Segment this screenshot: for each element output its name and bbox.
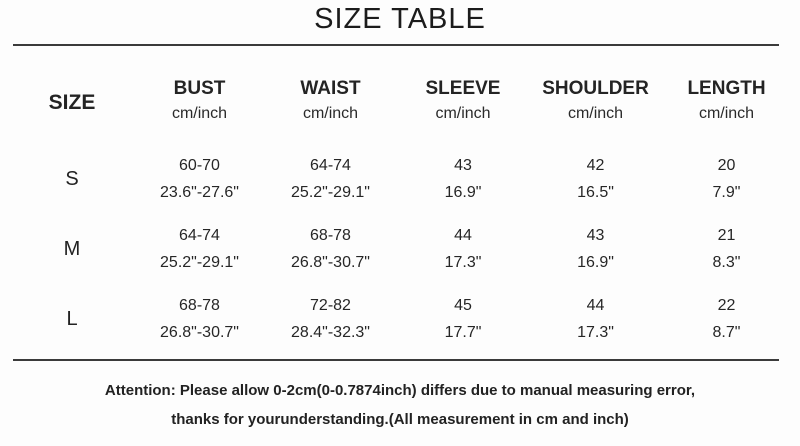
row-l-waist-cell: 72-82 28.4"-32.3" (263, 284, 398, 354)
length-inch-value: 8.7" (712, 324, 741, 341)
row-s-shoulder-cell: 42 16.5" (528, 144, 663, 214)
shoulder-inch-value: 16.5" (577, 184, 614, 201)
column-header-shoulder: SHOULDER cm/inch (528, 72, 663, 144)
waist-cm-value: 68-78 (310, 227, 351, 244)
row-m-waist-cell: 68-78 26.8"-30.7" (263, 214, 398, 284)
shoulder-inch-value: 17.3" (577, 324, 614, 341)
length-cm-value: 21 (717, 227, 736, 244)
attention-note: Attention: Please allow 0-2cm(0-0.7874in… (0, 376, 800, 434)
row-l-sleeve-cell: 45 17.7" (398, 284, 528, 354)
bust-cm-value: 64-74 (179, 227, 220, 244)
column-header-length: LENGTH cm/inch (663, 72, 790, 144)
row-l-bust-cell: 68-78 26.8"-30.7" (136, 284, 263, 354)
column-label-shoulder: SHOULDER (542, 78, 649, 99)
row-m-length-cell: 21 8.3" (663, 214, 790, 284)
sleeve-cm-value: 44 (454, 227, 472, 244)
column-label-waist: WAIST (300, 78, 361, 99)
length-inch-value: 7.9" (712, 184, 741, 201)
size-table: SIZE BUST cm/inch WAIST cm/inch SLEEVE c… (8, 72, 790, 354)
waist-inch-value: 26.8"-30.7" (291, 254, 370, 271)
column-unit-bust: cm/inch (171, 105, 228, 122)
row-s-size-label: S (65, 167, 79, 190)
column-header-waist: WAIST cm/inch (263, 72, 398, 144)
bust-cm-value: 68-78 (179, 297, 220, 314)
attention-note-line1: Attention: Please allow 0-2cm(0-0.7874in… (104, 382, 696, 399)
column-unit-sleeve: cm/inch (435, 105, 491, 122)
row-s-length-cell: 20 7.9" (663, 144, 790, 214)
row-s-sleeve-cell: 43 16.9" (398, 144, 528, 214)
sleeve-inch-value: 17.3" (444, 254, 482, 271)
column-header-bust: BUST cm/inch (136, 72, 263, 144)
row-m-bust-cell: 64-74 25.2"-29.1" (136, 214, 263, 284)
top-divider (13, 44, 779, 46)
column-label-sleeve: SLEEVE (425, 78, 501, 99)
page-title: SIZE TABLE (314, 3, 486, 35)
row-l-size-label: L (66, 307, 78, 330)
row-l-shoulder-cell: 44 17.3" (528, 284, 663, 354)
shoulder-inch-value: 16.9" (577, 254, 614, 271)
sleeve-cm-value: 43 (454, 157, 472, 174)
sleeve-inch-value: 17.7" (444, 324, 482, 341)
sleeve-cm-value: 45 (454, 297, 472, 314)
length-inch-value: 8.3" (712, 254, 741, 271)
bottom-divider (13, 359, 779, 361)
shoulder-cm-value: 42 (586, 157, 605, 174)
bust-inch-value: 25.2"-29.1" (160, 254, 239, 271)
waist-cm-value: 72-82 (310, 297, 351, 314)
column-unit-length: cm/inch (698, 105, 755, 122)
row-s-bust-cell: 60-70 23.6"-27.6" (136, 144, 263, 214)
attention-note-line2: thanks for yourunderstanding.(All measur… (171, 411, 629, 428)
waist-cm-value: 64-74 (310, 157, 351, 174)
waist-inch-value: 28.4"-32.3" (291, 324, 370, 341)
bust-cm-value: 60-70 (179, 157, 220, 174)
sleeve-inch-value: 16.9" (444, 184, 482, 201)
length-cm-value: 22 (717, 297, 736, 314)
bust-inch-value: 23.6"-27.6" (160, 184, 239, 201)
length-cm-value: 20 (717, 157, 736, 174)
shoulder-cm-value: 44 (586, 297, 605, 314)
column-label-length: LENGTH (687, 78, 766, 99)
waist-inch-value: 25.2"-29.1" (291, 184, 370, 201)
bust-inch-value: 26.8"-30.7" (160, 324, 239, 341)
row-m-shoulder-cell: 43 16.9" (528, 214, 663, 284)
row-l-length-cell: 22 8.7" (663, 284, 790, 354)
column-header-sleeve: SLEEVE cm/inch (398, 72, 528, 144)
column-label-bust: BUST (173, 78, 226, 99)
row-s-waist-cell: 64-74 25.2"-29.1" (263, 144, 398, 214)
column-unit-waist: cm/inch (302, 105, 359, 122)
row-m-sleeve-cell: 44 17.3" (398, 214, 528, 284)
column-header-size: SIZE (48, 91, 96, 114)
shoulder-cm-value: 43 (586, 227, 605, 244)
column-unit-shoulder: cm/inch (567, 105, 624, 122)
row-m-size-label: M (63, 237, 81, 260)
